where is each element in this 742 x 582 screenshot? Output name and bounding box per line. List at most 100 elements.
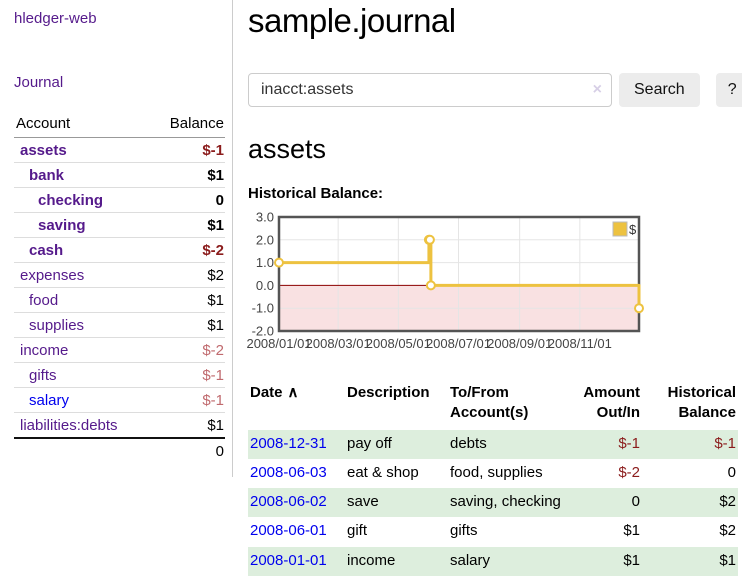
data-point-marker: [425, 280, 436, 291]
help-button[interactable]: ?: [715, 73, 742, 107]
register-header-amount-out-in: Amount Out/In: [583, 384, 640, 422]
account-link[interactable]: checking: [38, 192, 104, 209]
data-point-marker: [274, 257, 284, 268]
account-row: assets $-1: [14, 138, 225, 163]
account-link[interactable]: salary: [29, 392, 70, 409]
x-tick-label: 2008/09/01: [487, 336, 552, 351]
account-row: liabilities:debts $1: [14, 412, 225, 438]
app-title-link[interactable]: hledger-web: [14, 10, 97, 27]
transaction-amount: $1: [623, 522, 640, 540]
data-point-marker: [424, 234, 435, 245]
account-row: bank $1: [14, 162, 225, 188]
search-box: ×: [248, 73, 612, 107]
transaction-accounts: food, supplies: [450, 463, 543, 481]
transaction-date-link[interactable]: 2008-12-31: [250, 434, 327, 452]
account-link[interactable]: food: [29, 292, 59, 309]
account-row: checking 0: [14, 187, 225, 213]
register-header-date[interactable]: Date ∧: [250, 384, 299, 401]
legend-swatch: [612, 221, 628, 237]
transaction-description: eat & shop: [347, 463, 419, 481]
account-row: income $-2: [14, 337, 225, 363]
transaction-description: gift: [347, 522, 368, 540]
transaction-description: income: [345, 546, 448, 576]
sort-asc-icon: ∧: [287, 384, 299, 401]
transaction-date-link[interactable]: 2008-06-02: [250, 493, 327, 510]
account-row: salary $-1: [14, 387, 225, 413]
account-link[interactable]: assets: [20, 142, 67, 159]
search-input[interactable]: [248, 73, 612, 107]
data-point-marker: [634, 303, 644, 314]
account-link[interactable]: cash: [29, 242, 64, 259]
table-row: 2008-01-01 income salary $1 $1: [248, 546, 738, 576]
chart-svg: $3.0 2.0 1.0 0.0 -1.0 -2.02008/01/012008/03/0…: [246, 210, 644, 351]
transaction-balance: $2: [642, 488, 738, 518]
search-button[interactable]: Search: [619, 73, 700, 107]
account-link[interactable]: liabilities:debts: [20, 417, 118, 434]
account-link[interactable]: saving: [38, 217, 86, 234]
transaction-accounts: gifts: [450, 522, 478, 540]
sidebar-nav: Journal: [14, 74, 225, 91]
account-link[interactable]: expenses: [20, 267, 85, 284]
accounts-header-balance: Balance: [149, 112, 225, 138]
account-row: gifts $-1: [14, 362, 225, 388]
chart-border: [277, 215, 641, 333]
account-balance: $1: [149, 212, 225, 238]
account-link[interactable]: supplies: [29, 317, 85, 334]
account-balance: $-1: [202, 142, 224, 159]
account-link[interactable]: income: [20, 342, 69, 359]
accounts-table: Account Balance assets $-1 bank $1 checking 0…: [14, 112, 225, 463]
account-balance: 0: [149, 187, 225, 213]
y-tick-label: -2.0: [252, 324, 274, 339]
sidebar-item-journal[interactable]: Journal: [14, 74, 64, 91]
account-balance: $-2: [149, 237, 225, 263]
y-tick-label: 3.0: [256, 210, 274, 225]
y-tick-label: 2.0: [256, 232, 274, 247]
transaction-balance: $-1: [642, 429, 738, 459]
register-header-description: Description: [347, 384, 430, 401]
accounts-total: 0: [149, 437, 225, 463]
x-tick-label: 2008/11/01: [548, 336, 612, 351]
transaction-accounts: salary: [448, 546, 566, 576]
y-tick-label: 0.0: [256, 278, 274, 293]
x-tick-label: 2008/03/01: [306, 336, 371, 351]
account-balance: $1: [149, 412, 225, 438]
register-header-historical-balance: Historical Balance: [667, 384, 736, 422]
clear-search-icon[interactable]: ×: [592, 81, 602, 98]
transaction-balance: $1: [642, 546, 738, 576]
x-tick-label: 2008/07/01: [426, 336, 491, 351]
account-row: cash $-2: [14, 237, 225, 263]
table-row: 2008-12-31 pay off debts $-1 $-1: [248, 429, 738, 459]
transaction-date-link[interactable]: 2008-06-03: [250, 463, 327, 481]
legend-label: $: [629, 222, 637, 237]
accounts-total-row: 0: [14, 437, 225, 463]
account-link[interactable]: bank: [29, 167, 65, 184]
accounts-header-account: Account: [14, 112, 150, 138]
account-balance: $-1: [149, 362, 225, 388]
transaction-balance: $2: [719, 522, 736, 540]
x-tick-label: 2008/05/01: [366, 336, 431, 351]
account-link[interactable]: gifts: [29, 367, 57, 384]
app-title: hledger-web: [14, 8, 225, 27]
y-tick-label: 1.0: [256, 255, 274, 270]
account-heading: assets: [248, 134, 327, 164]
sidebar: hledger-web Journal Account Balance asse…: [0, 0, 233, 477]
transaction-amount: $-1: [566, 429, 642, 459]
transaction-date-link[interactable]: 2008-06-01: [250, 522, 327, 540]
account-row: food $1: [14, 287, 225, 313]
transaction-date-link[interactable]: 2008-01-01: [250, 551, 327, 569]
transaction-balance: 0: [727, 463, 736, 481]
main-content: sample.journal × Search ? assets Histori…: [233, 0, 742, 576]
register-header-to-from-account-s-: To/From Account(s): [450, 384, 529, 422]
search-form: × Search ?: [248, 73, 742, 107]
transaction-amount: 0: [566, 488, 642, 518]
transaction-accounts: saving, checking: [448, 488, 566, 518]
account-balance: $1: [149, 312, 225, 338]
table-row: 2008-06-01 gift gifts $1 $2: [248, 517, 738, 546]
page-title: sample.journal: [248, 2, 456, 39]
account-balance: $-2: [149, 337, 225, 363]
table-row: 2008-06-02 save saving, checking 0 $2: [248, 488, 738, 518]
x-tick-label: 2008/01/01: [246, 336, 311, 351]
table-row: 2008-06-03 eat & shop food, supplies $-2 0: [248, 459, 738, 488]
account-balance: $-1: [149, 387, 225, 413]
